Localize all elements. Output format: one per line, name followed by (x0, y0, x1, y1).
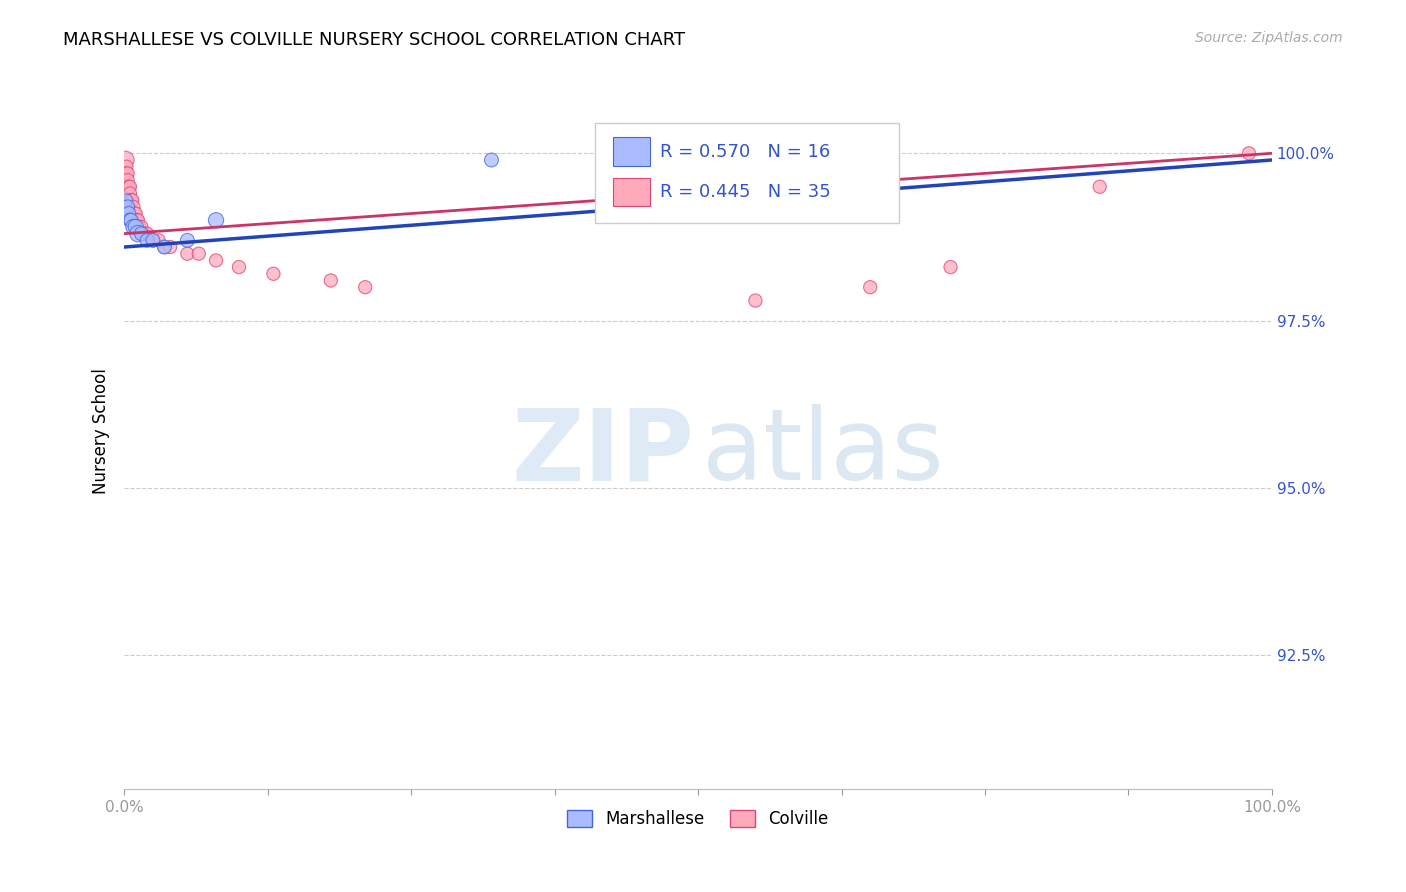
Point (115, 160, 138, 174)
Point (117, 166, 139, 180)
Point (122, 200, 145, 214)
Point (142, 233, 165, 247)
Point (127, 227, 149, 241)
Y-axis label: Nursery School: Nursery School (93, 368, 110, 494)
Point (1237, 146, 1260, 161)
Point (127, 213, 149, 227)
Point (114, 153, 136, 167)
Text: Source: ZipAtlas.com: Source: ZipAtlas.com (1195, 31, 1343, 45)
Point (136, 233, 159, 247)
Text: ZIP: ZIP (512, 404, 695, 501)
Point (120, 193, 142, 207)
Point (205, 213, 228, 227)
Point (744, 293, 766, 308)
Point (228, 260, 250, 274)
Point (142, 233, 165, 247)
Point (148, 233, 170, 247)
Point (118, 179, 141, 194)
Point (125, 206, 148, 220)
Point (153, 240, 176, 254)
Point (131, 227, 153, 241)
Point (939, 260, 962, 274)
Point (187, 246, 209, 260)
Point (136, 227, 159, 241)
Point (153, 240, 176, 254)
Text: R = 0.570   N = 16: R = 0.570 N = 16 (661, 143, 831, 161)
Point (125, 213, 148, 227)
Point (1088, 179, 1111, 194)
Point (131, 219, 153, 234)
Text: R = 0.445   N = 35: R = 0.445 N = 35 (661, 183, 831, 201)
Point (121, 193, 143, 207)
Point (481, 153, 503, 167)
Point (354, 280, 377, 294)
Point (859, 280, 882, 294)
Point (115, 193, 138, 207)
Point (118, 186, 141, 201)
Point (134, 227, 156, 241)
Point (124, 206, 146, 220)
Point (117, 200, 139, 214)
Point (114, 200, 136, 214)
Point (176, 246, 198, 260)
Point (120, 213, 142, 227)
Point (125, 219, 148, 234)
Text: MARSHALLESE VS COLVILLE NURSERY SCHOOL CORRELATION CHART: MARSHALLESE VS COLVILLE NURSERY SCHOOL C… (63, 31, 685, 49)
FancyBboxPatch shape (613, 178, 650, 206)
Legend: Marshallese, Colville: Marshallese, Colville (561, 803, 835, 835)
Point (205, 253, 228, 268)
Point (117, 173, 139, 187)
Point (176, 233, 198, 247)
Point (128, 219, 150, 234)
Point (118, 179, 141, 194)
Point (122, 219, 145, 234)
Point (118, 206, 141, 220)
Text: atlas: atlas (702, 404, 943, 501)
FancyBboxPatch shape (613, 137, 650, 166)
Point (319, 273, 342, 287)
Point (262, 267, 284, 281)
Point (118, 213, 141, 227)
Point (115, 166, 138, 180)
Point (159, 240, 181, 254)
FancyBboxPatch shape (595, 123, 898, 223)
